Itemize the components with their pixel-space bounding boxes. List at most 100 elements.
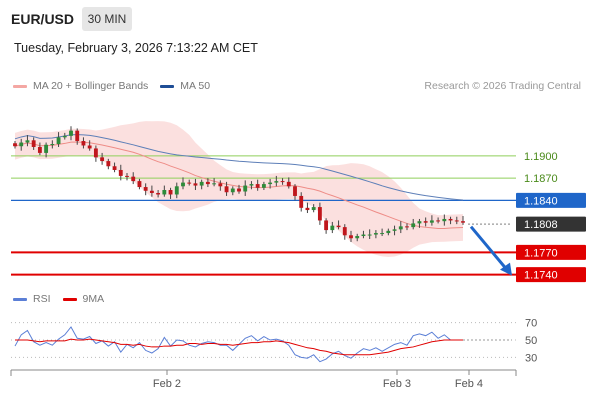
candle-body bbox=[162, 190, 167, 195]
level-label-5: 1.1740 bbox=[524, 270, 558, 282]
candle-body bbox=[174, 186, 179, 195]
candle-body bbox=[230, 188, 235, 193]
level-label-box-2 bbox=[516, 192, 586, 208]
candle-body bbox=[330, 225, 335, 231]
candle-body bbox=[75, 130, 80, 142]
candle bbox=[243, 180, 248, 196]
candle-body bbox=[106, 161, 111, 167]
candle-body bbox=[112, 166, 117, 170]
candle bbox=[81, 137, 86, 149]
candle bbox=[392, 225, 397, 236]
candle bbox=[181, 177, 185, 190]
candle-body bbox=[31, 140, 36, 147]
candle bbox=[355, 233, 360, 242]
candle bbox=[106, 158, 111, 170]
legend-ma50-label: MA 50 bbox=[180, 80, 211, 92]
candle-body bbox=[448, 218, 453, 221]
legend-9ma-label: 9MA bbox=[82, 293, 105, 305]
candle-body bbox=[181, 182, 185, 187]
candle bbox=[224, 181, 229, 196]
candle bbox=[423, 217, 428, 227]
timestamp: Tuesday, February 3, 2026 7:13:22 AM CET bbox=[14, 41, 258, 55]
candle bbox=[44, 142, 49, 158]
legend-rsi-label: RSI bbox=[33, 293, 51, 305]
level-label-box-5 bbox=[516, 267, 586, 283]
candle-body bbox=[137, 181, 142, 188]
candle-body bbox=[187, 182, 192, 184]
candle-body bbox=[100, 157, 105, 162]
candle bbox=[162, 185, 167, 197]
x-tick-label: Feb 4 bbox=[455, 378, 483, 390]
candle bbox=[187, 179, 192, 186]
level-label-2: 1.1840 bbox=[524, 195, 558, 207]
candle-body bbox=[342, 227, 347, 236]
rsi-tick-70: 70 bbox=[525, 318, 537, 330]
candle bbox=[299, 192, 304, 212]
x-tick-label: Feb 2 bbox=[153, 378, 181, 390]
candle bbox=[361, 230, 366, 239]
candle-body bbox=[199, 181, 204, 186]
candle-body bbox=[336, 225, 341, 228]
legend-ma20: MA 20 + Bollinger Bands bbox=[13, 80, 148, 92]
ma50-swatch bbox=[160, 84, 175, 88]
candle-body bbox=[373, 233, 378, 235]
candle bbox=[461, 215, 465, 225]
candle-body bbox=[218, 183, 223, 187]
candle-body bbox=[324, 220, 329, 231]
candle-body bbox=[386, 230, 391, 234]
projection-arrow-head bbox=[500, 262, 512, 276]
candle-body bbox=[19, 142, 24, 147]
candle bbox=[62, 132, 67, 140]
candle-body bbox=[355, 236, 360, 239]
candle bbox=[237, 184, 241, 194]
candle bbox=[112, 162, 117, 173]
candle-body bbox=[442, 218, 447, 222]
candle bbox=[342, 224, 347, 240]
candle bbox=[268, 178, 273, 189]
candle-body bbox=[50, 144, 55, 146]
candle bbox=[286, 177, 291, 189]
candle-body bbox=[280, 181, 285, 183]
candle-body bbox=[305, 207, 310, 211]
candle-body bbox=[417, 221, 422, 224]
candle bbox=[305, 202, 310, 214]
candle bbox=[205, 178, 210, 188]
candle-body bbox=[168, 190, 173, 195]
candle bbox=[19, 138, 24, 151]
projection-arrow-line bbox=[469, 225, 508, 270]
candle bbox=[149, 185, 154, 197]
candle bbox=[386, 228, 391, 236]
rsi-swatch bbox=[13, 297, 27, 301]
candle bbox=[255, 179, 260, 191]
candle-body bbox=[274, 181, 279, 183]
rsi-tick-30: 30 bbox=[525, 352, 537, 364]
candle bbox=[69, 126, 73, 141]
candle-body bbox=[212, 183, 217, 185]
ma9-swatch bbox=[62, 297, 77, 301]
candle bbox=[75, 128, 80, 145]
level-label-box-4 bbox=[516, 244, 586, 260]
candle bbox=[174, 182, 179, 199]
x-tick-label: Feb 3 bbox=[383, 378, 411, 390]
candle-body bbox=[429, 220, 434, 223]
candle bbox=[93, 145, 98, 162]
candle bbox=[367, 229, 372, 239]
candle bbox=[87, 140, 92, 151]
candle-body bbox=[454, 220, 459, 222]
candle bbox=[448, 216, 453, 225]
candle bbox=[212, 178, 217, 187]
timeframe-badge[interactable]: 30 MIN bbox=[82, 7, 132, 31]
level-label-3: 1.1808 bbox=[524, 219, 558, 231]
candle bbox=[156, 190, 161, 198]
candle-body bbox=[392, 229, 397, 231]
candle bbox=[143, 183, 148, 196]
candle bbox=[293, 184, 297, 201]
candle-body bbox=[13, 143, 17, 147]
candle bbox=[193, 178, 198, 191]
candle-body bbox=[25, 140, 30, 143]
candle bbox=[118, 164, 123, 181]
candle-body bbox=[224, 186, 229, 193]
legend-9ma: 9MA bbox=[62, 293, 105, 305]
credit-text: Research © 2026 Trading Central bbox=[424, 80, 581, 92]
candle-body bbox=[255, 184, 260, 188]
